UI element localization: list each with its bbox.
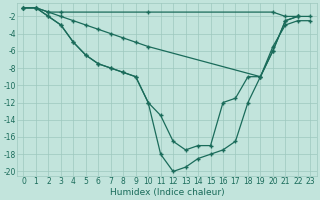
X-axis label: Humidex (Indice chaleur): Humidex (Indice chaleur) (109, 188, 224, 197)
